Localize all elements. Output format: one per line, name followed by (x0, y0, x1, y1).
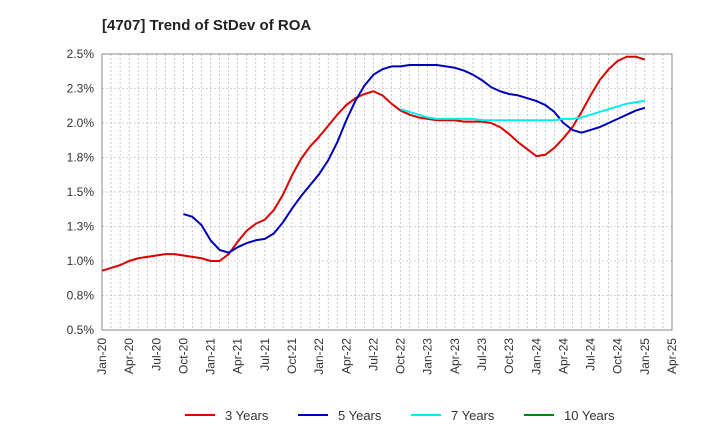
y-tick-label: 1.0% (67, 254, 95, 268)
x-tick-label: Jan-25 (638, 338, 652, 375)
legend-label: 3 Years (225, 408, 269, 423)
x-tick-label: Oct-21 (285, 338, 299, 374)
x-tick-label: Jul-24 (584, 338, 598, 371)
series-line-5-years (183, 64, 646, 254)
x-tick-label: Jul-22 (366, 338, 380, 371)
x-tick-label: Apr-24 (556, 338, 570, 374)
axes: 0.5% 0.8% 1.0% 1.3% 1.5% 1.8% 2.0% 2.3% 2.5% Jan-… (67, 47, 679, 375)
series-line-7-years (400, 99, 646, 122)
x-tick-label: Apr-23 (448, 338, 462, 374)
x-tick-label: Jul-20 (149, 338, 163, 371)
y-tick-label: 2.0% (67, 116, 95, 130)
plot-frame (101, 53, 673, 331)
x-tick-label: Jan-21 (204, 338, 218, 375)
series-lines (101, 55, 646, 272)
x-tick-label: Apr-25 (665, 338, 679, 374)
x-tick-label: Apr-20 (122, 338, 136, 374)
legend-label: 10 Years (564, 408, 615, 423)
x-tick-label: Jan-20 (95, 338, 109, 375)
y-tick-label: 1.5% (67, 185, 95, 199)
legend: 3 Years 5 Years 7 Years 10 Years (185, 408, 615, 423)
x-tick-label: Oct-23 (502, 338, 516, 374)
x-tick-label: Oct-22 (394, 338, 408, 374)
x-tick-label: Apr-22 (339, 338, 353, 374)
x-tick-label: Jan-22 (312, 338, 326, 375)
legend-label: 7 Years (451, 408, 495, 423)
y-tick-label: 2.3% (67, 82, 95, 96)
x-tick-label: Jan-24 (529, 338, 543, 375)
x-tick-label: Jul-21 (258, 338, 272, 371)
y-tick-label: 2.5% (67, 47, 95, 61)
x-tick-label: Jan-23 (421, 338, 435, 375)
y-tick-label: 1.8% (67, 151, 95, 165)
series-line-3-years (101, 55, 646, 272)
x-tick-label: Oct-24 (611, 338, 625, 374)
y-tick-label: 0.5% (67, 323, 95, 337)
y-tick-label: 0.8% (67, 289, 95, 303)
chart-title: [4707] Trend of StDev of ROA (102, 17, 311, 34)
x-tick-label: Oct-20 (176, 338, 190, 374)
x-tick-label: Jul-23 (475, 338, 489, 371)
legend-label: 5 Years (338, 408, 382, 423)
y-tick-label: 1.3% (67, 220, 95, 234)
x-tick-label: Apr-21 (231, 338, 245, 374)
